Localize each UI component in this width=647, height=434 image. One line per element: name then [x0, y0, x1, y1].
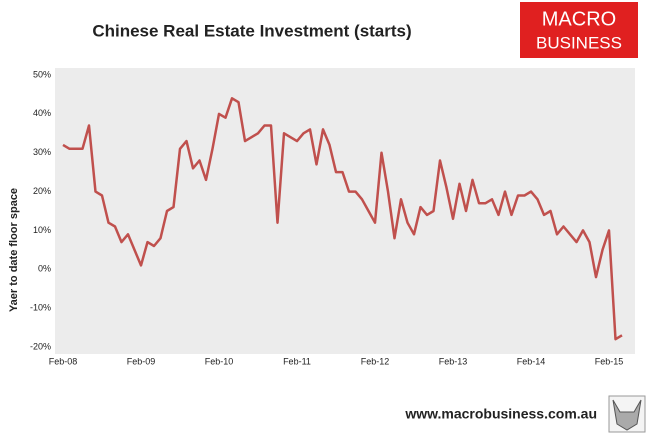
x-tick-label: Feb-12 — [361, 356, 390, 366]
chart-title: Chinese Real Estate Investment (starts) — [92, 21, 411, 40]
y-tick-label: -10% — [30, 303, 51, 313]
x-tick-label: Feb-09 — [127, 356, 156, 366]
x-tick-label: Feb-14 — [517, 356, 546, 366]
x-tick-label: Feb-10 — [205, 356, 234, 366]
y-tick-label: 40% — [33, 108, 51, 118]
source: www.macrobusiness.com.au — [404, 406, 597, 422]
y-tick-label: -20% — [30, 341, 51, 351]
x-tick-label: Feb-15 — [595, 356, 624, 366]
y-tick-label: 20% — [33, 186, 51, 196]
wolf-icon — [608, 395, 646, 433]
y-tick-label: 10% — [33, 225, 51, 235]
y-tick-label: 0% — [38, 264, 51, 274]
x-tick-label: Feb-13 — [439, 356, 468, 366]
y-tick-label: 30% — [33, 147, 51, 157]
logo-text: MACRO — [542, 8, 616, 30]
y-axis-label: Yaer to date floor space — [8, 188, 20, 312]
data-line — [62, 97, 623, 341]
plot-area — [55, 68, 635, 354]
logo-text: BUSINESS — [536, 33, 622, 52]
x-tick-label: Feb-11 — [283, 356, 311, 366]
logo — [520, 2, 638, 58]
x-tick-label: Feb-08 — [49, 356, 78, 366]
y-tick-label: 50% — [33, 69, 51, 79]
